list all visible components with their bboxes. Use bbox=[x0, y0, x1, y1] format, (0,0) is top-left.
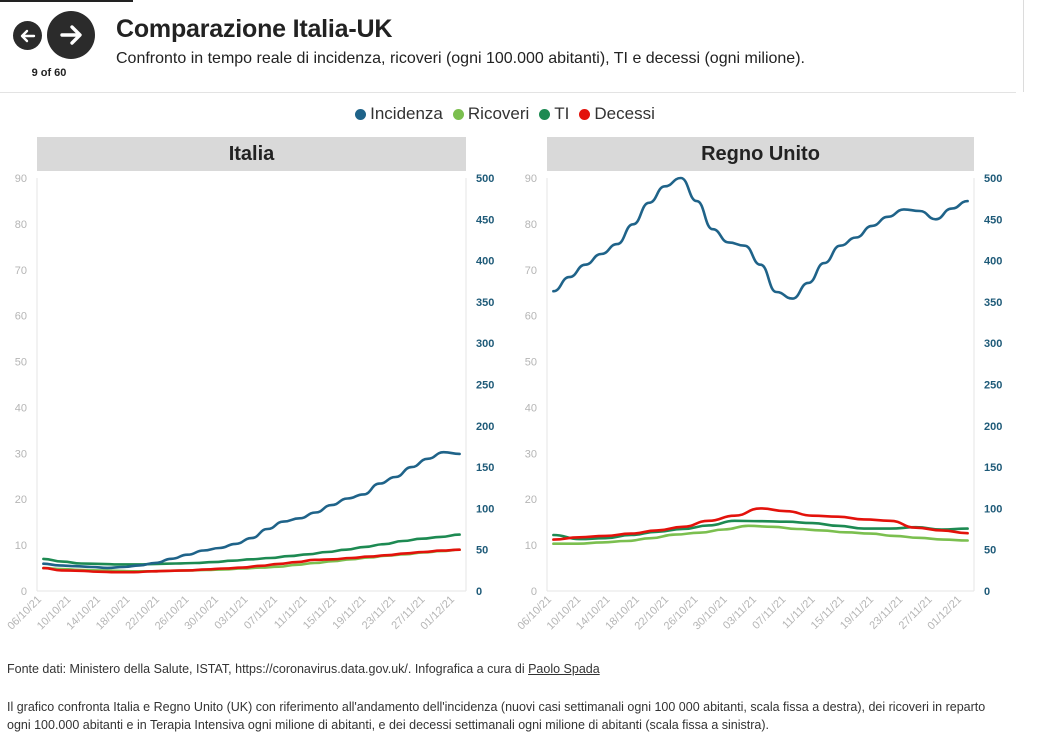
y-left-tick-label: 0 bbox=[21, 586, 27, 598]
legend-label: Incidenza bbox=[370, 104, 443, 123]
panel-title-regno-unito: Regno Unito bbox=[547, 137, 974, 171]
series-line-decessi bbox=[42, 548, 461, 574]
y-left-tick-label: 50 bbox=[525, 357, 537, 369]
y-right-tick-label: 450 bbox=[984, 214, 1002, 226]
chart-panel-1: 0 10 20 30 40 50 60 70 80 90 0 50 100 150 200 250 300 350… bbox=[515, 173, 1002, 632]
series-line-ti bbox=[42, 533, 461, 566]
chart-panel-0: 0 10 20 30 40 50 60 70 80 90 0 50 100 150 200 250 300 350… bbox=[5, 173, 494, 632]
arrow-left-icon bbox=[20, 29, 35, 42]
y-right-tick-label: 150 bbox=[984, 462, 1002, 474]
legend-label: TI bbox=[554, 104, 570, 123]
y-left-tick-label: 50 bbox=[15, 357, 27, 369]
top-rule bbox=[0, 0, 133, 2]
y-right-tick-label: 50 bbox=[984, 545, 996, 557]
page-subtitle: Confronto in tempo reale di incidenza, r… bbox=[116, 50, 805, 67]
y-right-tick-label: 300 bbox=[476, 338, 494, 350]
source-note: Fonte dati: Ministero della Salute, ISTA… bbox=[7, 662, 600, 676]
y-left-tick-label: 90 bbox=[525, 173, 537, 185]
y-right-tick-label: 500 bbox=[476, 173, 494, 185]
next-button[interactable] bbox=[47, 11, 95, 59]
series-line-incidenza bbox=[42, 450, 461, 570]
arrow-right-icon bbox=[60, 25, 82, 45]
y-left-tick-label: 70 bbox=[525, 265, 537, 277]
legend-label: Decessi bbox=[594, 104, 655, 123]
y-right-tick-label: 200 bbox=[984, 421, 1002, 433]
series-line-incidenza bbox=[552, 176, 969, 300]
chart-legend: Incidenza Ricoveri TI Decessi bbox=[0, 104, 1000, 124]
y-right-tick-label: 400 bbox=[476, 256, 494, 268]
y-right-tick-label: 350 bbox=[476, 297, 494, 309]
y-left-tick-label: 80 bbox=[525, 219, 537, 231]
legend-item-ricoveri[interactable]: Ricoveri bbox=[452, 104, 530, 124]
legend-dot-incidenza bbox=[355, 108, 367, 120]
y-left-tick-label: 70 bbox=[15, 265, 27, 277]
series-line-decessi bbox=[552, 507, 969, 541]
charts-canvas: 0102030405060708090050100150200250300350… bbox=[5, 173, 1002, 632]
y-right-tick-label: 150 bbox=[476, 462, 494, 474]
series-line-ti bbox=[552, 519, 969, 541]
legend-item-ti[interactable]: TI bbox=[539, 104, 569, 124]
legend-dot-decessi bbox=[579, 108, 591, 120]
panel-title-italia: Italia bbox=[37, 137, 466, 171]
y-right-tick-label: 400 bbox=[984, 256, 1002, 268]
y-right-tick-label: 0 bbox=[476, 586, 482, 598]
source-text: Fonte dati: Ministero della Salute, ISTA… bbox=[7, 662, 529, 676]
author-link[interactable]: Paolo Spada bbox=[528, 662, 600, 676]
legend-label: Ricoveri bbox=[467, 104, 530, 123]
header-rule bbox=[0, 92, 1016, 93]
y-right-tick-label: 100 bbox=[984, 503, 1002, 515]
page-title: Comparazione Italia-UK bbox=[116, 15, 393, 43]
legend-item-decessi[interactable]: Decessi bbox=[579, 104, 655, 124]
y-left-tick-label: 90 bbox=[15, 173, 27, 185]
y-left-tick-label: 20 bbox=[525, 494, 537, 506]
y-right-tick-label: 250 bbox=[984, 380, 1002, 392]
header-divider bbox=[1023, 0, 1024, 92]
y-right-tick-label: 300 bbox=[984, 338, 1002, 350]
y-left-tick-label: 60 bbox=[525, 311, 537, 323]
y-left-tick-label: 10 bbox=[525, 540, 537, 552]
series-line-ricoveri bbox=[552, 524, 969, 545]
slide-counter: 9 of 60 bbox=[31, 67, 67, 79]
chart-description: Il grafico confronta Italia e Regno Unit… bbox=[7, 700, 986, 732]
y-right-tick-label: 350 bbox=[984, 297, 1002, 309]
y-left-tick-label: 80 bbox=[15, 219, 27, 231]
y-left-tick-label: 60 bbox=[15, 311, 27, 323]
legend-dot-ricoveri bbox=[452, 108, 464, 120]
y-left-tick-label: 40 bbox=[15, 402, 27, 414]
y-right-tick-label: 200 bbox=[476, 421, 494, 433]
legend-item-incidenza[interactable]: Incidenza bbox=[355, 104, 443, 124]
y-left-tick-label: 30 bbox=[525, 448, 537, 460]
y-right-tick-label: 50 bbox=[476, 545, 488, 557]
y-left-tick-label: 10 bbox=[15, 540, 27, 552]
y-left-tick-label: 40 bbox=[525, 402, 537, 414]
y-right-tick-label: 450 bbox=[476, 214, 494, 226]
previous-button[interactable] bbox=[13, 21, 42, 50]
y-right-tick-label: 500 bbox=[984, 173, 1002, 185]
y-right-tick-label: 250 bbox=[476, 380, 494, 392]
y-left-tick-label: 20 bbox=[15, 494, 27, 506]
y-left-tick-label: 0 bbox=[531, 586, 537, 598]
y-left-tick-label: 30 bbox=[15, 448, 27, 460]
legend-dot-ti bbox=[539, 108, 551, 120]
y-right-tick-label: 0 bbox=[984, 586, 990, 598]
y-right-tick-label: 100 bbox=[476, 503, 494, 515]
